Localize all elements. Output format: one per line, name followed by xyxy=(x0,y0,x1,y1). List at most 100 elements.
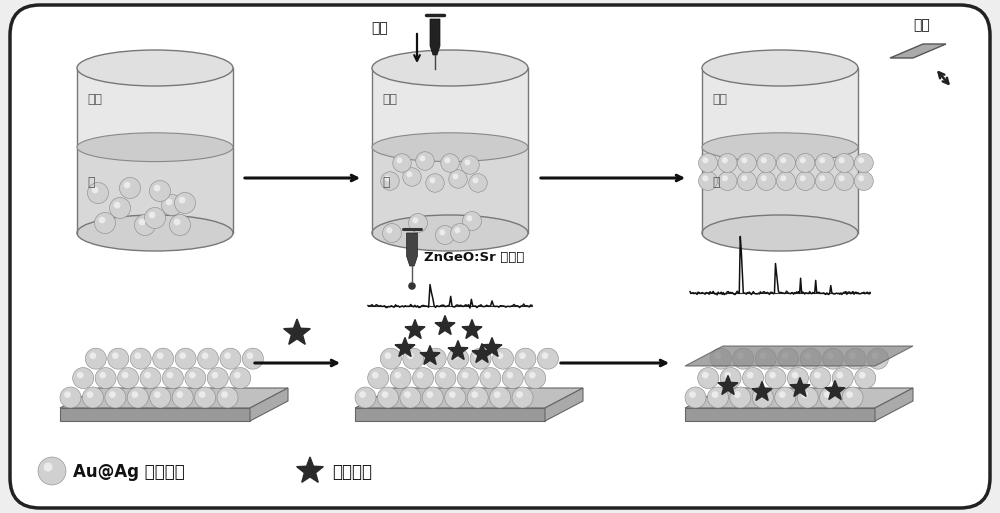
Circle shape xyxy=(162,368,183,388)
Circle shape xyxy=(90,352,96,359)
Circle shape xyxy=(221,391,228,398)
Polygon shape xyxy=(685,388,913,408)
Circle shape xyxy=(846,391,853,398)
Text: ZnGeO:Sr 纳米棒: ZnGeO:Sr 纳米棒 xyxy=(424,251,524,264)
Circle shape xyxy=(189,372,196,379)
Circle shape xyxy=(139,219,145,225)
Circle shape xyxy=(439,372,446,379)
Circle shape xyxy=(776,171,795,190)
Circle shape xyxy=(153,348,174,369)
Polygon shape xyxy=(685,408,875,421)
Ellipse shape xyxy=(372,133,528,162)
Circle shape xyxy=(44,463,53,471)
Circle shape xyxy=(198,348,219,369)
Circle shape xyxy=(733,348,754,369)
Circle shape xyxy=(516,391,523,398)
Circle shape xyxy=(787,368,808,388)
Circle shape xyxy=(417,372,423,379)
Circle shape xyxy=(220,348,241,369)
Circle shape xyxy=(202,352,208,359)
Circle shape xyxy=(480,368,501,388)
Circle shape xyxy=(842,387,863,408)
Circle shape xyxy=(506,372,513,379)
Circle shape xyxy=(702,157,708,163)
Circle shape xyxy=(832,368,853,388)
Circle shape xyxy=(775,387,796,408)
Circle shape xyxy=(199,391,206,398)
Circle shape xyxy=(77,372,84,379)
Polygon shape xyxy=(435,315,455,334)
Circle shape xyxy=(815,153,834,172)
Circle shape xyxy=(396,157,402,163)
Circle shape xyxy=(88,183,108,204)
Circle shape xyxy=(737,171,756,190)
Circle shape xyxy=(474,352,481,359)
Circle shape xyxy=(810,368,831,388)
Text: Au@Ag 纳米粒子: Au@Ag 纳米粒子 xyxy=(73,463,185,481)
Circle shape xyxy=(782,352,789,359)
Polygon shape xyxy=(790,378,810,397)
Circle shape xyxy=(464,160,470,165)
Circle shape xyxy=(140,368,161,388)
Circle shape xyxy=(99,216,105,224)
Text: 水: 水 xyxy=(382,176,390,189)
Circle shape xyxy=(134,352,141,359)
Polygon shape xyxy=(890,44,946,58)
Circle shape xyxy=(734,391,741,398)
Circle shape xyxy=(416,152,434,170)
Circle shape xyxy=(154,391,161,398)
Circle shape xyxy=(823,348,844,369)
Circle shape xyxy=(718,171,737,190)
Circle shape xyxy=(409,213,427,232)
Circle shape xyxy=(470,348,491,369)
Circle shape xyxy=(854,153,873,172)
Circle shape xyxy=(471,391,478,398)
Circle shape xyxy=(462,372,468,379)
Circle shape xyxy=(845,348,866,369)
Circle shape xyxy=(730,387,751,408)
Circle shape xyxy=(403,348,424,369)
Circle shape xyxy=(814,372,821,379)
Circle shape xyxy=(390,368,411,388)
Text: 水: 水 xyxy=(712,176,719,189)
Ellipse shape xyxy=(77,50,233,86)
Circle shape xyxy=(796,153,815,172)
Circle shape xyxy=(247,352,253,359)
Circle shape xyxy=(179,196,185,204)
Circle shape xyxy=(512,387,533,408)
Circle shape xyxy=(120,177,140,199)
Polygon shape xyxy=(702,147,858,233)
Circle shape xyxy=(359,391,366,398)
Circle shape xyxy=(448,348,469,369)
Circle shape xyxy=(702,372,709,379)
Circle shape xyxy=(118,368,139,388)
Circle shape xyxy=(743,368,764,388)
Circle shape xyxy=(702,175,708,182)
Circle shape xyxy=(386,227,392,233)
Circle shape xyxy=(64,391,71,398)
Circle shape xyxy=(854,171,873,190)
Circle shape xyxy=(827,352,833,359)
Polygon shape xyxy=(448,341,468,360)
Circle shape xyxy=(502,368,523,388)
Circle shape xyxy=(718,153,737,172)
Circle shape xyxy=(122,372,128,379)
Circle shape xyxy=(444,157,450,163)
Polygon shape xyxy=(77,147,233,233)
Circle shape xyxy=(105,387,126,408)
Circle shape xyxy=(384,175,390,182)
Circle shape xyxy=(752,387,773,408)
Polygon shape xyxy=(482,338,502,357)
Circle shape xyxy=(855,368,876,388)
Circle shape xyxy=(800,348,821,369)
Circle shape xyxy=(150,181,170,202)
Circle shape xyxy=(776,153,795,172)
Circle shape xyxy=(157,352,164,359)
Circle shape xyxy=(519,352,526,359)
Circle shape xyxy=(757,153,776,172)
Circle shape xyxy=(689,391,696,398)
Circle shape xyxy=(463,211,481,230)
Circle shape xyxy=(176,391,183,398)
Circle shape xyxy=(757,391,763,398)
Polygon shape xyxy=(355,388,583,408)
